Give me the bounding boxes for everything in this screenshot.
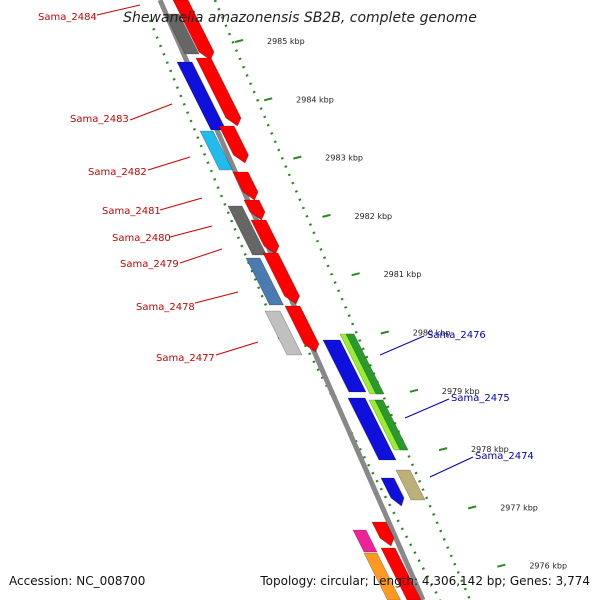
accession-text: Accession: NC_008700 [9,574,146,588]
kbp-tick-label: 2979 kbp [442,387,480,396]
kbp-tick [438,447,448,452]
cds-arrow-2[interactable] [195,57,242,127]
cds-arrow-1[interactable] [172,0,215,61]
cds-arrow-3[interactable] [218,125,249,164]
ruler-layer [148,0,506,600]
gene-leader-line [179,248,223,264]
cds-arrow-5[interactable] [243,199,266,221]
gene-leader-line [159,197,203,211]
gene-leader-line [169,225,213,238]
inner-ruler-lower [303,344,442,600]
kbp-tick [322,213,331,218]
kbp-tick [380,330,389,335]
feature-block-sama-2474-b[interactable] [395,469,426,501]
gene-leader-line [147,156,191,171]
gene-leader-line [96,4,141,16]
gene-label-sama-2475[interactable]: Sama_2475 [451,393,510,404]
kbp-tick-label: 2976 kbp [529,562,567,571]
gene-label-sama-2480[interactable]: Sama_2480 [112,233,171,244]
gene-label-sama-2478[interactable]: Sama_2478 [136,302,195,313]
kbp-tick-label: 2984 kbp [296,95,334,104]
outer-ruler [213,0,472,600]
feature-block-sama-2476-c[interactable] [345,333,385,395]
kbp-tick [263,97,273,102]
label-layer: 2985 kbp 2984 kbp 2983 kbp 2982 kbp 2981 kbp… [38,4,567,571]
kbp-tick-label: 2982 kbp [354,212,392,221]
feature-block-sama-2478[interactable] [264,310,303,356]
gene-leader-line [429,456,474,478]
cds-arrow-8[interactable] [284,305,320,353]
gene-label-sama-2477[interactable]: Sama_2477 [156,353,215,364]
kbp-tick [351,272,360,277]
cds-arrow-6[interactable] [250,219,280,255]
gene-label-sama-2479[interactable]: Sama_2479 [120,259,179,270]
gene-leader-line [194,291,239,304]
kbp-tick [293,155,302,160]
feature-block-sama-2476-a[interactable] [322,339,367,393]
gene-label-sama-2476[interactable]: Sama_2476 [427,330,486,341]
topology-summary: Topology: circular; Length: 4,306,142 bp… [260,574,590,588]
cds-block-10[interactable] [380,547,422,600]
gene-label-sama-2481[interactable]: Sama_2481 [102,206,161,217]
kbp-tick [234,39,244,43]
feature-block-sama-2474-a[interactable] [380,477,405,507]
kbp-tick-label: 2981 kbp [384,270,422,279]
gene-leader-line [404,398,450,419]
gene-label-sama-2474[interactable]: Sama_2474 [475,451,534,462]
feature-block-magenta[interactable] [352,529,378,553]
kbp-tick [497,563,506,568]
gene-label-sama-2483[interactable]: Sama_2483 [70,114,129,125]
kbp-tick-label: 2980 kbp [413,329,451,338]
kbp-tick-label: 2977 kbp [500,503,538,512]
gene-label-sama-2484[interactable]: Sama_2484 [38,12,97,23]
gene-leader-line [379,335,425,356]
kbp-tick-label: 2978 kbp [471,445,509,454]
map-title: Shewanella amazonensis SB2B, complete ge… [123,10,477,26]
gene-leader-line [129,103,173,121]
kbp-tick-label: 2983 kbp [325,154,363,163]
feature-block-sama-2475-a[interactable] [347,397,397,461]
cds-arrow-4[interactable] [232,171,259,201]
cds-arrow-9[interactable] [371,521,395,547]
feature-block-layer [164,0,426,600]
feature-block-sama-2482[interactable] [199,130,233,171]
gene-label-sama-2482[interactable]: Sama_2482 [88,167,147,178]
kbp-tick-label: 2985 kbp [267,37,305,46]
feature-block-sama-2484[interactable] [164,13,200,55]
feature-block-orange[interactable] [363,552,401,600]
gene-leader-line [215,341,259,356]
feature-block-sama-2475-c[interactable] [374,399,409,451]
feature-block-sama-2479[interactable] [245,257,284,306]
cds-arrow-7[interactable] [262,252,300,305]
kbp-tick [467,505,477,510]
kbp-tick [409,388,419,393]
